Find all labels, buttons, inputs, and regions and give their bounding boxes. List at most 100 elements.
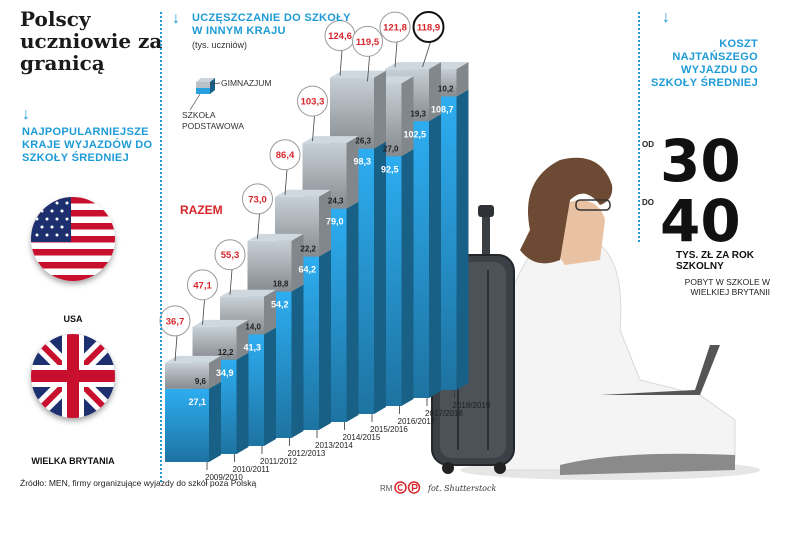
secondary-value-label: 27,0 <box>383 144 399 153</box>
secondary-value-label: 14,0 <box>245 322 261 331</box>
cost-note: POBYT W SZKOLE W WIELKIEJ BRYTANII <box>684 277 770 297</box>
primary-value-label: 27,1 <box>188 397 206 407</box>
bar-primary <box>165 388 209 462</box>
primary-value-label: 54,2 <box>271 300 289 310</box>
bar-top <box>330 70 386 78</box>
bar-secondary <box>192 326 237 360</box>
category-label: 2014/2015 <box>343 433 381 442</box>
legend-label-gimnazjum: GIMNAZJUM <box>221 78 272 88</box>
bar-primary-side <box>429 114 441 398</box>
student-illustration <box>460 157 760 480</box>
bar-primary-side <box>456 89 469 390</box>
bar-secondary-side <box>346 136 359 209</box>
arrow-down-icon: ↓ <box>172 10 180 27</box>
total-value-label: 86,4 <box>276 150 295 161</box>
total-leader <box>284 169 288 195</box>
total-value-label: 121,8 <box>383 23 407 34</box>
bar-primary-side <box>291 284 304 438</box>
uk-flag-icon <box>31 334 115 418</box>
bar-secondary-side <box>456 61 469 97</box>
bar-primary-side <box>401 149 414 406</box>
bar-top <box>247 233 304 241</box>
total-circle <box>187 269 218 301</box>
bar-primary-side <box>209 381 221 462</box>
chart-title: UCZĘSZCZANIE DO SZKOŁY W INNYM KRAJU <box>192 12 351 37</box>
usa-flag-icon <box>31 197 115 281</box>
category-label: 2009/2010 <box>205 473 243 482</box>
cost-to-value: 40 <box>660 187 741 255</box>
category-label: 2015/2016 <box>370 425 408 434</box>
bar-primary-side <box>346 201 359 422</box>
country-name-usa: USA <box>63 314 83 324</box>
chart-legend <box>189 78 221 111</box>
total-leader <box>422 41 431 68</box>
bar-secondary-side <box>291 233 304 292</box>
bar-secondary-side <box>209 355 221 389</box>
total-value-label: 36,7 <box>166 316 185 327</box>
primary-value-label: 92,5 <box>381 164 399 174</box>
secondary-value-label: 12,2 <box>218 348 234 357</box>
bar-top <box>385 62 441 70</box>
secondary-value-label: 26,3 <box>355 137 371 146</box>
popular-countries-heading: NAJPOPULARNIEJSZE KRAJE WYJAZDÓW DO SZKO… <box>22 126 153 164</box>
bar-top <box>192 319 249 327</box>
total-label: RAZEM <box>180 203 223 217</box>
total-circle <box>297 85 328 117</box>
total-circle <box>412 10 445 43</box>
primary-value-label: 108,7 <box>431 105 454 115</box>
bar-secondary-side <box>264 289 276 335</box>
secondary-value-label: 19,3 <box>410 109 426 118</box>
bar-secondary-side <box>319 189 331 257</box>
bar-primary-side <box>236 352 249 454</box>
page-title: Polscy uczniowie za granicą <box>20 7 163 75</box>
total-value-label: 73,0 <box>248 194 267 205</box>
copyright-logo-icon <box>394 481 422 494</box>
bar-secondary-side <box>374 70 386 149</box>
category-label: 2010/2011 <box>233 465 271 474</box>
secondary-value-label: 22,2 <box>300 245 316 254</box>
category-label: 2011/2012 <box>260 457 298 466</box>
arrow-down-icon: ↓ <box>22 106 30 123</box>
total-circle <box>352 25 383 57</box>
bar-secondary <box>165 362 209 389</box>
legend-swatch-podstawowa <box>196 88 210 94</box>
secondary-value-label: 18,8 <box>273 280 289 289</box>
category-label: 2016/2017 <box>398 417 436 426</box>
rm-mark: RM <box>380 484 393 493</box>
bar-top <box>220 289 276 297</box>
primary-value-label: 98,3 <box>353 157 371 167</box>
arrow-down-icon: ↓ <box>662 9 670 26</box>
total-leader <box>312 116 315 142</box>
total-leader <box>229 269 233 295</box>
photo-credit: fot. Shutterstock <box>428 484 497 493</box>
bar-primary-side <box>264 327 276 446</box>
total-leader <box>367 56 370 82</box>
category-label: 2017/2018 <box>425 409 463 418</box>
category-label: 2018/2019 <box>453 401 491 410</box>
total-value-label: 119,5 <box>356 37 380 48</box>
source-note: Źródło: MEN, firmy organizujące wyjazdy … <box>20 478 257 488</box>
bar-top <box>275 189 331 197</box>
bar-top <box>302 136 359 144</box>
legend-swatch-top <box>196 78 215 82</box>
total-circle <box>214 239 246 271</box>
primary-value-label: 41,3 <box>243 342 261 352</box>
cost-from-value: 30 <box>660 127 741 195</box>
total-circle <box>242 183 273 215</box>
category-label: 2012/2013 <box>288 449 326 458</box>
total-leader <box>174 335 178 361</box>
divider-right <box>638 12 640 242</box>
bar-primary-side <box>374 141 386 414</box>
category-label: 2013/2014 <box>315 441 353 450</box>
legend-leader <box>209 82 221 85</box>
bar-secondary-side <box>429 62 441 122</box>
bar-top <box>165 355 221 363</box>
to-label: DO <box>642 198 654 207</box>
total-leader <box>339 50 343 76</box>
primary-value-label: 102,5 <box>403 129 426 139</box>
country-name-uk: WIELKA BRYTANIA <box>31 456 115 466</box>
bar-primary-side <box>319 249 331 430</box>
bar-secondary-side <box>401 76 414 157</box>
total-leader <box>257 213 260 239</box>
